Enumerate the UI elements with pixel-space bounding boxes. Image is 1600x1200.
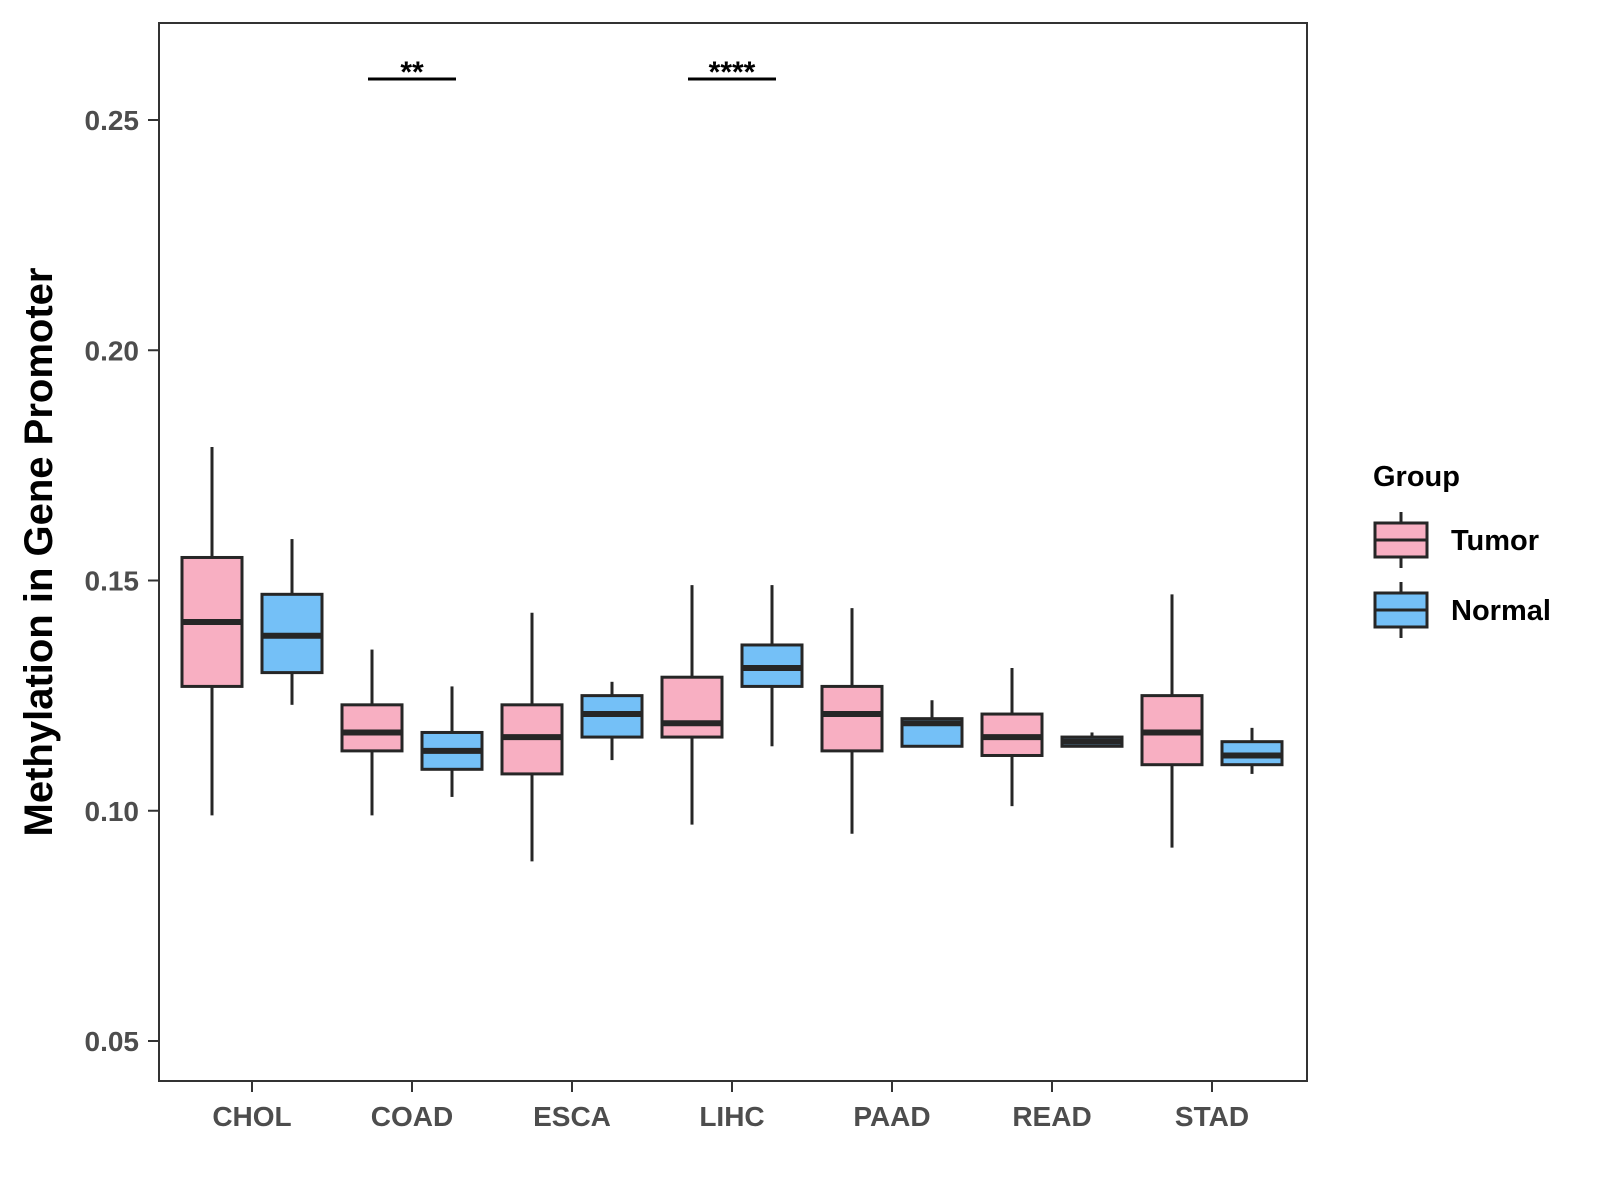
significance-label-lihc: **** bbox=[709, 56, 756, 89]
box-normal-coad bbox=[420, 686, 484, 797]
box-normal-read bbox=[1060, 732, 1124, 748]
y-tick-label: 0.10 bbox=[85, 796, 140, 827]
box-tumor-lihc bbox=[660, 585, 724, 825]
box-tumor-coad bbox=[340, 649, 404, 816]
legend-item-normal: Normal bbox=[1373, 582, 1551, 638]
x-tick-label-chol: CHOL bbox=[212, 1101, 291, 1132]
box-tumor-chol bbox=[180, 446, 244, 816]
x-tick-label-read: READ bbox=[1012, 1101, 1091, 1132]
y-tick-label: 0.05 bbox=[85, 1026, 140, 1057]
x-axis: CHOL COAD ESCA LIHC PAAD READ STAD bbox=[212, 1081, 1249, 1132]
box-iqr bbox=[340, 703, 404, 753]
legend-item-tumor: Tumor bbox=[1373, 512, 1539, 568]
significance-label-coad: ** bbox=[400, 56, 424, 89]
box-normal-esca bbox=[580, 681, 644, 761]
x-tick-label-lihc: LIHC bbox=[699, 1101, 764, 1132]
boxes-layer bbox=[180, 446, 1284, 862]
legend-items: Tumor Normal bbox=[1373, 512, 1551, 638]
legend-label-normal: Normal bbox=[1451, 595, 1551, 627]
box-iqr bbox=[820, 684, 884, 753]
legend: Group Tumor Normal bbox=[1373, 461, 1551, 638]
box-tumor-stad bbox=[1140, 594, 1204, 848]
x-tick-label-esca: ESCA bbox=[533, 1101, 611, 1132]
box-tumor-read bbox=[980, 667, 1044, 807]
box-normal-paad bbox=[900, 700, 964, 748]
box-normal-lihc bbox=[740, 585, 804, 747]
box-tumor-esca bbox=[500, 612, 564, 862]
box-normal-stad bbox=[1220, 727, 1284, 774]
box-normal-chol bbox=[260, 539, 324, 705]
x-tick-label-coad: COAD bbox=[371, 1101, 453, 1132]
box-iqr bbox=[660, 675, 724, 739]
plot-panel bbox=[158, 22, 1308, 1082]
legend-title: Group bbox=[1373, 461, 1460, 493]
y-tick-label: 0.15 bbox=[85, 566, 140, 597]
x-tick-label-paad: PAAD bbox=[853, 1101, 930, 1132]
box-tumor-paad bbox=[820, 608, 884, 834]
x-tick-label-stad: STAD bbox=[1175, 1101, 1249, 1132]
y-tick-label: 0.20 bbox=[85, 335, 140, 366]
legend-label-tumor: Tumor bbox=[1451, 525, 1539, 557]
significance-annotations: ** **** bbox=[368, 56, 776, 89]
y-axis-title: Methylation in Gene Promoter bbox=[17, 268, 61, 837]
y-axis: 0.05 0.10 0.15 0.20 0.25 bbox=[85, 105, 159, 1057]
y-tick-label: 0.25 bbox=[85, 105, 140, 136]
